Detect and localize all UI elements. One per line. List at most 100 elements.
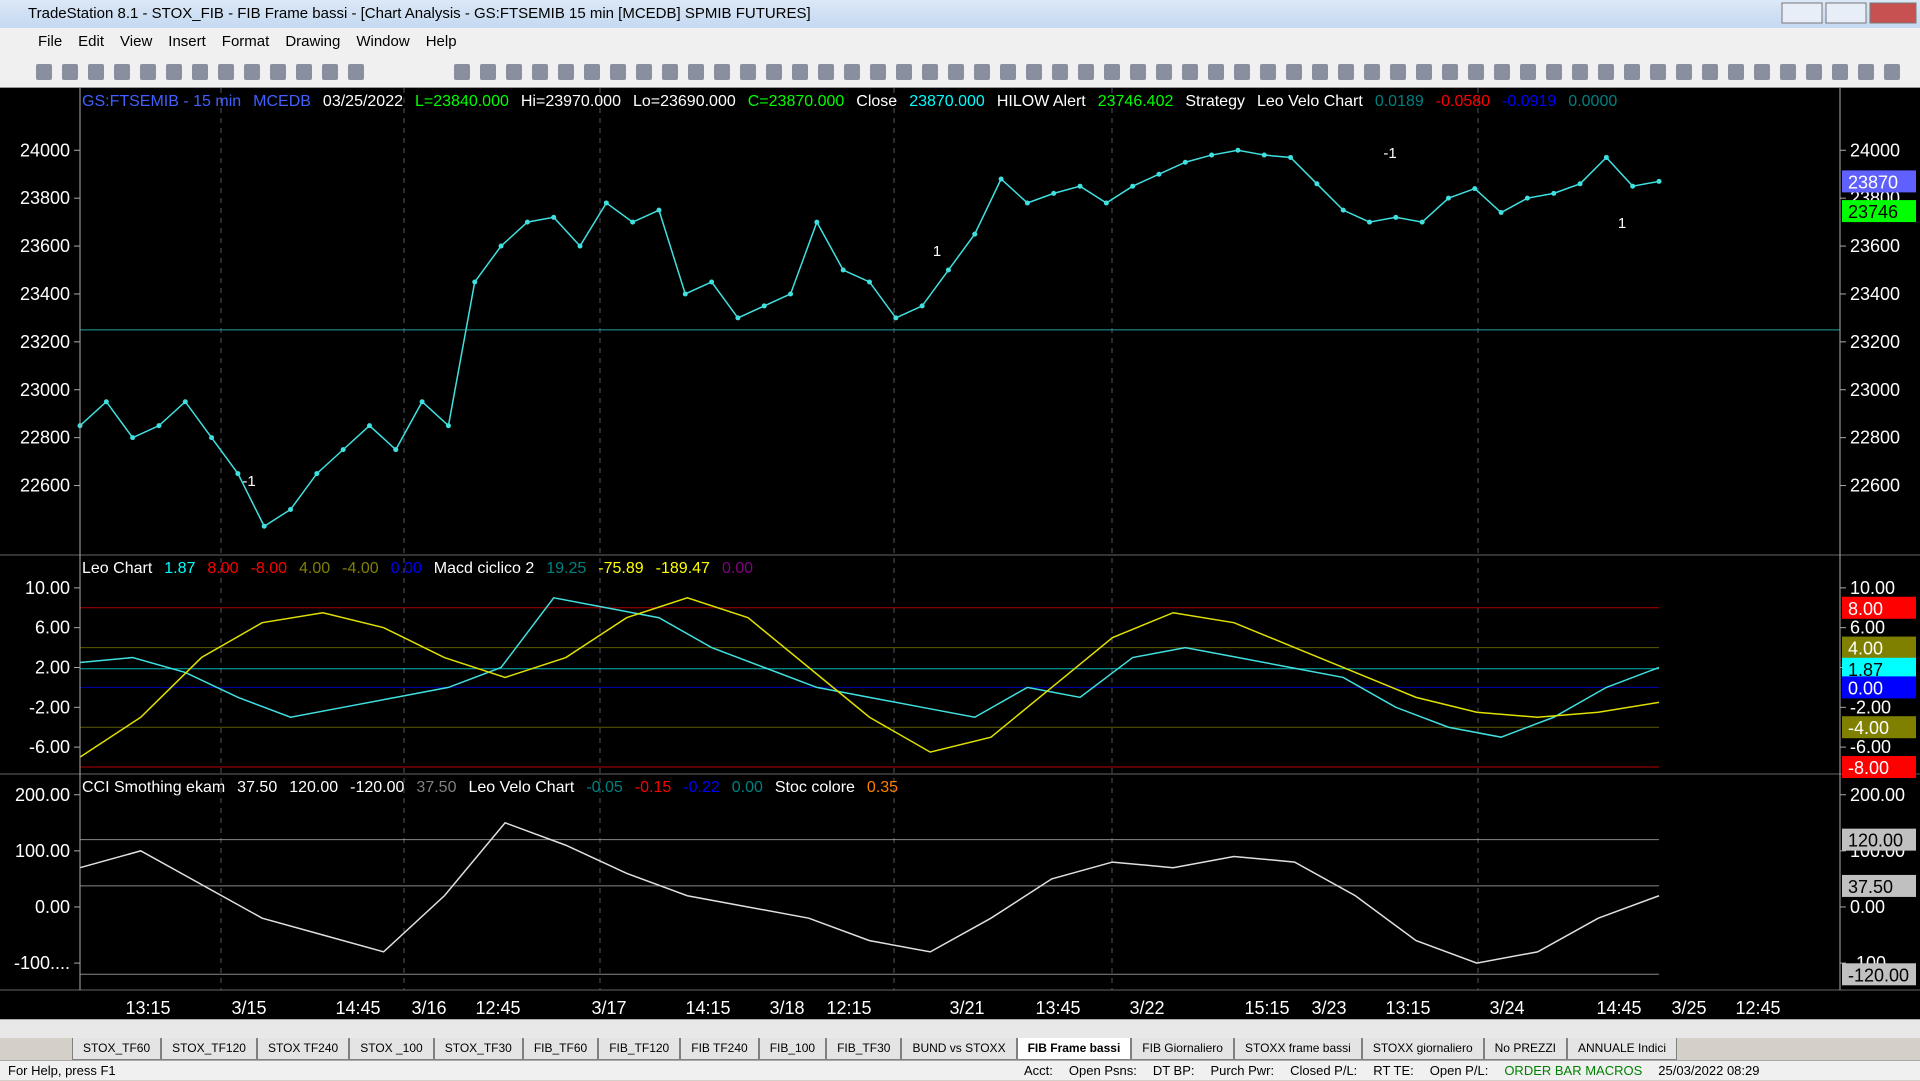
- tab[interactable]: FIB TF240: [680, 1038, 759, 1060]
- toolbar-button[interactable]: [36, 64, 52, 80]
- toolbar-button[interactable]: [792, 64, 808, 80]
- toolbar-button[interactable]: [1650, 64, 1666, 80]
- toolbar-button[interactable]: [218, 64, 234, 80]
- toolbar-button[interactable]: [1338, 64, 1354, 80]
- toolbar-button[interactable]: [1832, 64, 1848, 80]
- tab[interactable]: STOX TF240: [256, 1038, 350, 1060]
- menu-item[interactable]: Insert: [168, 33, 206, 50]
- tab[interactable]: FIB_TF120: [598, 1038, 681, 1060]
- menu-item[interactable]: Format: [221, 33, 270, 50]
- toolbar-button[interactable]: [62, 64, 78, 80]
- status-field[interactable]: Acct:: [1024, 1063, 1053, 1078]
- toolbar-button[interactable]: [948, 64, 964, 80]
- toolbar-button[interactable]: [1312, 64, 1328, 80]
- toolbar-button[interactable]: [1130, 64, 1146, 80]
- toolbar-button[interactable]: [1416, 64, 1432, 80]
- toolbar-button[interactable]: [714, 64, 730, 80]
- maximize-button[interactable]: [1825, 2, 1867, 24]
- status-field[interactable]: Open Psns:: [1068, 1063, 1137, 1078]
- toolbar-button[interactable]: [88, 64, 104, 80]
- status-field[interactable]: Closed P/L:: [1290, 1063, 1358, 1078]
- tab[interactable]: ANNUALE Indici: [1566, 1038, 1678, 1060]
- menu-item[interactable]: View: [120, 33, 153, 50]
- tab[interactable]: No PREZZI: [1483, 1038, 1567, 1060]
- toolbar-button[interactable]: [1780, 64, 1796, 80]
- menu-item[interactable]: Window: [356, 33, 410, 50]
- toolbar-button[interactable]: [1286, 64, 1302, 80]
- toolbar-button[interactable]: [140, 64, 156, 80]
- tab[interactable]: STOXX giornaliero: [1361, 1038, 1484, 1060]
- tab[interactable]: FIB_100: [758, 1038, 827, 1060]
- toolbar-button[interactable]: [1806, 64, 1822, 80]
- tab[interactable]: STOX _100: [349, 1038, 434, 1060]
- tab[interactable]: FIB_TF60: [522, 1038, 599, 1060]
- toolbar-button[interactable]: [1156, 64, 1172, 80]
- tab[interactable]: BUND vs STOXX: [901, 1038, 1017, 1060]
- status-field[interactable]: Open P/L:: [1429, 1063, 1489, 1078]
- toolbar-button[interactable]: [348, 64, 364, 80]
- toolbar-button[interactable]: [974, 64, 990, 80]
- status-field[interactable]: RT TE:: [1373, 1063, 1414, 1078]
- toolbar-button[interactable]: [1390, 64, 1406, 80]
- toolbar-button[interactable]: [166, 64, 182, 80]
- toolbar-button[interactable]: [322, 64, 338, 80]
- toolbar-button[interactable]: [818, 64, 834, 80]
- toolbar-button[interactable]: [1858, 64, 1874, 80]
- toolbar-button[interactable]: [1624, 64, 1640, 80]
- tab[interactable]: FIB Frame bassi: [1016, 1038, 1132, 1060]
- toolbar-button[interactable]: [558, 64, 574, 80]
- toolbar-button[interactable]: [1364, 64, 1380, 80]
- toolbar-button[interactable]: [480, 64, 496, 80]
- toolbar-button[interactable]: [740, 64, 756, 80]
- tab[interactable]: STOX_TF30: [433, 1038, 523, 1060]
- toolbar-button[interactable]: [870, 64, 886, 80]
- menu-item[interactable]: File: [38, 33, 63, 50]
- toolbar-button[interactable]: [610, 64, 626, 80]
- close-button[interactable]: [1869, 2, 1917, 24]
- toolbar-button[interactable]: [1702, 64, 1718, 80]
- menu-item[interactable]: Drawing: [285, 33, 341, 50]
- toolbar-button[interactable]: [1468, 64, 1484, 80]
- menu-item[interactable]: Edit: [78, 33, 105, 50]
- toolbar-button[interactable]: [1546, 64, 1562, 80]
- toolbar-button[interactable]: [114, 64, 130, 80]
- toolbar-button[interactable]: [766, 64, 782, 80]
- toolbar-button[interactable]: [1078, 64, 1094, 80]
- status-field[interactable]: DT BP:: [1152, 1063, 1195, 1078]
- toolbar-button[interactable]: [1104, 64, 1120, 80]
- toolbar-button[interactable]: [1000, 64, 1016, 80]
- toolbar-button[interactable]: [244, 64, 260, 80]
- status-clock[interactable]: 25/03/2022 08:29: [1658, 1063, 1760, 1078]
- toolbar-button[interactable]: [922, 64, 938, 80]
- toolbar-button[interactable]: [1182, 64, 1198, 80]
- toolbar-button[interactable]: [296, 64, 312, 80]
- status-help[interactable]: For Help, press F1: [8, 1063, 116, 1078]
- toolbar-button[interactable]: [506, 64, 522, 80]
- toolbar-button[interactable]: [896, 64, 912, 80]
- minimize-button[interactable]: [1781, 2, 1823, 24]
- toolbar-button[interactable]: [636, 64, 652, 80]
- tab[interactable]: FIB_TF30: [826, 1038, 902, 1060]
- toolbar-button[interactable]: [192, 64, 208, 80]
- toolbar-button[interactable]: [454, 64, 470, 80]
- toolbar-button[interactable]: [532, 64, 548, 80]
- toolbar-button[interactable]: [1572, 64, 1588, 80]
- toolbar-button[interactable]: [1234, 64, 1250, 80]
- tab[interactable]: FIB Giornaliero: [1131, 1038, 1234, 1060]
- toolbar-button[interactable]: [1260, 64, 1276, 80]
- toolbar-button[interactable]: [688, 64, 704, 80]
- menu-item[interactable]: Help: [425, 33, 457, 50]
- toolbar-button[interactable]: [1676, 64, 1692, 80]
- tab[interactable]: STOX_TF120: [161, 1038, 257, 1060]
- toolbar-button[interactable]: [1052, 64, 1068, 80]
- toolbar-button[interactable]: [1520, 64, 1536, 80]
- toolbar-button[interactable]: [270, 64, 286, 80]
- toolbar-button[interactable]: [662, 64, 678, 80]
- toolbar-button[interactable]: [1494, 64, 1510, 80]
- status-field[interactable]: Purch Pwr:: [1210, 1063, 1275, 1078]
- tab[interactable]: STOXX frame bassi: [1233, 1038, 1362, 1060]
- toolbar-button[interactable]: [584, 64, 600, 80]
- toolbar-button[interactable]: [844, 64, 860, 80]
- toolbar-button[interactable]: [1208, 64, 1224, 80]
- toolbar-button[interactable]: [1728, 64, 1744, 80]
